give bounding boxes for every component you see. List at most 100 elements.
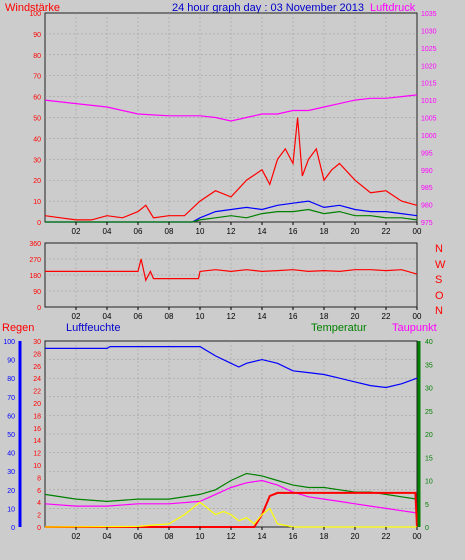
x-tick-label-16: 16 [289,227,298,236]
x-tick-label-06: 06 [134,532,143,541]
rain-axis-tick-30: 30 [33,339,41,346]
x-tick-label-18: 18 [320,532,329,541]
x-tick-label-16: 16 [289,532,298,541]
temperature-axis-tick-35: 35 [425,362,433,369]
x-tick-label-16: 16 [289,312,298,321]
x-tick-label-04: 04 [103,227,112,236]
x-tick-label-08: 08 [165,312,174,321]
temperature-axis-tick-0: 0 [425,525,429,532]
rain-total-line [45,491,418,528]
humidity-axis-tick-50: 50 [7,432,15,439]
wind-line [45,200,418,223]
pressure-axis-tick-975: 975 [421,220,433,227]
rain-axis-tick-2: 2 [37,513,41,520]
pressure-axis-tick-1020: 1020 [421,63,437,70]
pressure-axis-tick-995: 995 [421,150,433,157]
rain-axis-tick-0: 0 [37,525,41,532]
temperature-axis-tick-40: 40 [425,339,433,346]
temperature-axis-tick-10: 10 [425,479,433,486]
rain-axis-tick-6: 6 [37,488,41,495]
x-tick-label-22: 22 [382,227,391,236]
humidity-axis-tick-60: 60 [7,413,15,420]
humidity-axis-tick-0: 0 [11,525,15,532]
pressure-axis-tick-990: 990 [421,168,433,175]
humidity-axis-tick-30: 30 [7,469,15,476]
x-tick-label-12: 12 [227,532,236,541]
x-tick-label-00: 00 [413,532,422,541]
wind-axis-tick-10: 10 [33,199,41,206]
rain-axis-tick-24: 24 [33,376,41,383]
rain-axis-tick-12: 12 [33,451,41,458]
direction-axis-tick-180: 180 [29,273,41,280]
pressure-axis-tick-1025: 1025 [421,46,437,53]
dewpoint-line [44,479,418,514]
x-tick-label-14: 14 [258,532,267,541]
x-tick-label-14: 14 [258,227,267,236]
temperature-axis-tick-25: 25 [425,409,433,416]
rain-axis-tick-28: 28 [33,351,41,358]
x-tick-label-20: 20 [351,227,360,236]
humidity-axis-tick-10: 10 [7,506,15,513]
x-tick-label-02: 02 [72,227,81,236]
temperature-axis-tick-5: 5 [425,502,429,509]
wind-axis-tick-40: 40 [33,136,41,143]
x-tick-label-12: 12 [227,312,236,321]
wind-direction-line [45,258,418,283]
x-tick-label-08: 08 [165,532,174,541]
x-tick-label-10: 10 [196,532,205,541]
humidity-axis-tick-40: 40 [7,451,15,458]
compass-label-s: S [435,274,442,286]
wind-axis-tick-60: 60 [33,95,41,102]
x-tick-label-02: 02 [72,532,81,541]
wind-axis-tick-70: 70 [33,74,41,81]
avg-wind-line [45,208,418,223]
x-tick-label-18: 18 [320,227,329,236]
x-tick-label-10: 10 [196,312,205,321]
rain-axis-title: Regen [2,322,34,334]
x-tick-label-20: 20 [351,532,360,541]
direction-axis-tick-360: 360 [29,241,41,248]
x-tick-label-00: 00 [413,227,422,236]
chart-title: 24 hour graph day : 03 November 2013 [172,2,364,14]
humidity-line [45,346,418,389]
x-tick-label-10: 10 [196,227,205,236]
humidity-axis-tick-80: 80 [7,376,15,383]
wind-axis-tick-0: 0 [37,220,41,227]
pressure-axis-tick-1015: 1015 [421,81,437,88]
pressure-axis-tick-1010: 1010 [421,98,437,105]
humidity-axis-tick-90: 90 [7,358,15,365]
rain-axis-tick-8: 8 [37,475,41,482]
rain-axis-tick-14: 14 [33,438,41,445]
direction-axis-tick-270: 270 [29,257,41,264]
direction-axis-tick-0: 0 [37,305,41,312]
compass-label-o: O [435,290,444,302]
wind-axis-tick-50: 50 [33,116,41,123]
pressure-axis-tick-1030: 1030 [421,28,437,35]
wind-axis-tick-100: 100 [29,11,41,18]
x-tick-label-00: 00 [413,312,422,321]
compass-label-w: W [435,259,446,271]
x-tick-label-22: 22 [382,532,391,541]
pressure-axis-tick-980: 980 [421,203,433,210]
rain-rate-line [44,501,417,528]
temperature-axis-tick-20: 20 [425,432,433,439]
compass-label-n-top: N [435,243,443,255]
x-tick-label-06: 06 [134,227,143,236]
x-tick-label-08: 08 [165,227,174,236]
x-tick-label-20: 20 [351,312,360,321]
x-tick-label-12: 12 [227,227,236,236]
humidity-axis-tick-100: 100 [3,339,15,346]
x-tick-label-04: 04 [103,312,112,321]
x-tick-label-22: 22 [382,312,391,321]
compass-label-n-bottom: N [435,305,443,317]
x-tick-label-18: 18 [320,312,329,321]
x-tick-label-02: 02 [72,312,81,321]
humidity-axis-title: Luftfeuchte [66,322,120,334]
humidity-axis-tick-70: 70 [7,395,15,402]
wind-axis-tick-80: 80 [33,53,41,60]
dewpoint-axis-title: Taupunkt [392,322,437,334]
temperature-axis-title: Temperatur [311,322,367,334]
rain-axis-tick-26: 26 [33,364,41,371]
rain-axis-tick-4: 4 [37,500,41,507]
